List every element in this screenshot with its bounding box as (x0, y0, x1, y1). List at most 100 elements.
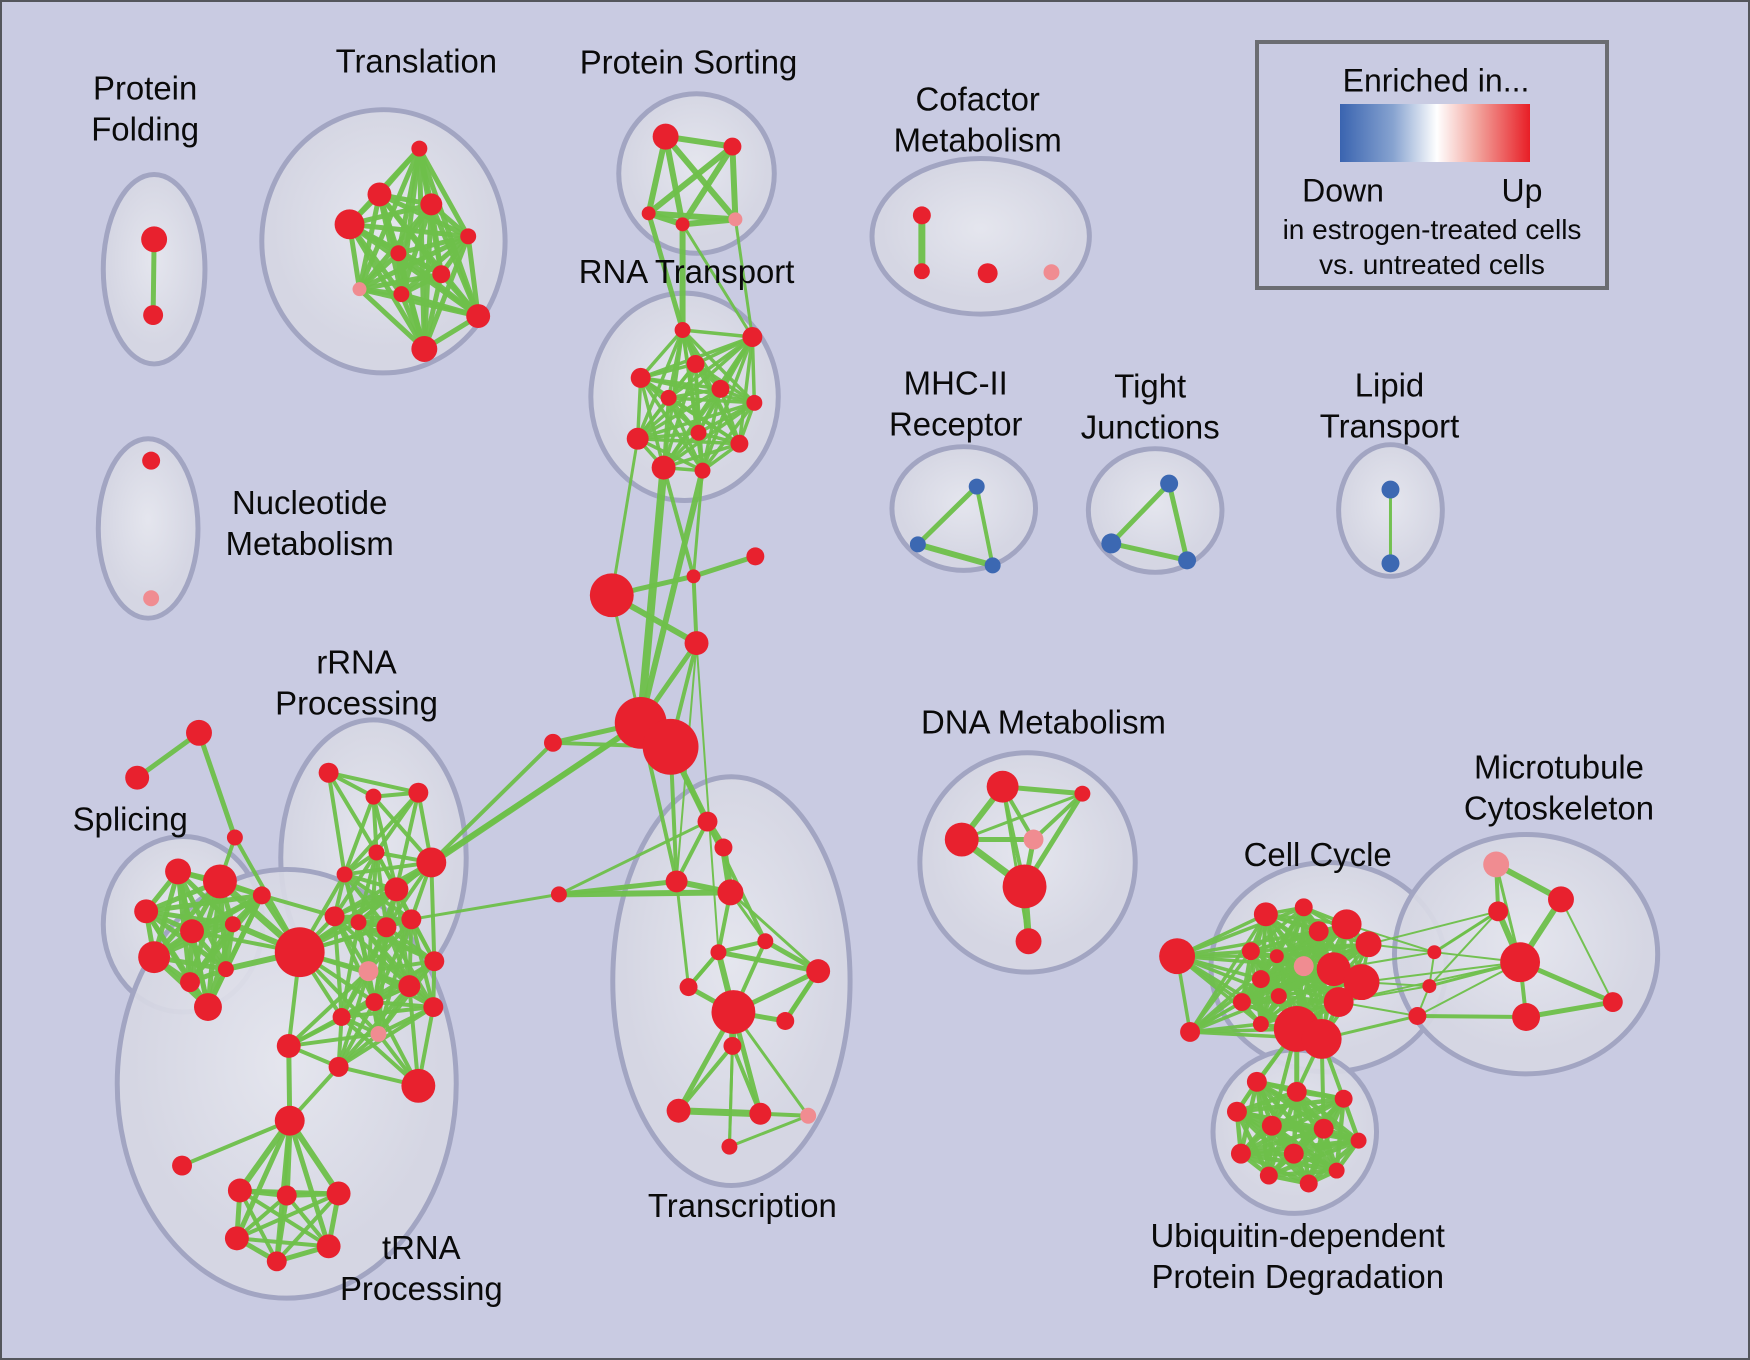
cluster-label-mhc2: Receptor (889, 405, 1023, 442)
edge (1367, 910, 1500, 946)
edge (1266, 1138, 1361, 1178)
gene-set-node-rrna-1 (318, 762, 339, 783)
cluster-label-ubiquitin: Protein Degradation (1151, 1258, 1444, 1295)
gene-set-node-ubiquitin-0 (1246, 1071, 1267, 1092)
edge (610, 437, 640, 597)
cluster-label-protein_folding: Folding (91, 110, 199, 147)
gene-set-node-cell_cycle-2 (1253, 902, 1278, 927)
gene-set-node-splicing-6 (180, 972, 200, 993)
gene-set-node-rrna-20 (328, 1056, 349, 1077)
edge (1108, 540, 1190, 563)
gene-set-node-connectors-2 (746, 547, 765, 566)
edge (729, 143, 739, 223)
cluster-label-rrna: Processing (275, 685, 438, 722)
gene-set-node-cell_cycle-4 (1308, 921, 1329, 942)
legend-subtitle-line2: vs. untreated cells (1319, 249, 1545, 280)
edge (332, 914, 377, 1005)
edge (366, 917, 414, 974)
cluster-label-tight_junctions: Junctions (1081, 408, 1220, 445)
cluster-label-cofactor: Cofactor (916, 80, 1040, 117)
edge (372, 917, 414, 1005)
gene-set-node-transcription-9 (776, 1012, 795, 1030)
edge (661, 465, 696, 579)
gene-set-node-dna_metabolism-1 (1074, 785, 1091, 802)
cluster-ellipse-nucleotide (95, 436, 201, 621)
cluster-label-cell_cycle: Cell Cycle (1244, 836, 1392, 873)
edge (1238, 1126, 1326, 1156)
edge (357, 250, 401, 292)
gene-set-node-ubiquitin-4 (1261, 1115, 1282, 1136)
cluster-label-protein_sorting: Protein Sorting (580, 44, 798, 81)
gene-set-node-transcription-11 (723, 1036, 742, 1055)
edge (326, 770, 379, 855)
edge (1360, 961, 1522, 984)
gene-set-node-rrna-11 (401, 909, 422, 930)
edge (1332, 951, 1436, 971)
gene-set-node-rna_transport-8 (626, 427, 649, 450)
edge (1306, 1138, 1361, 1186)
edge (366, 959, 437, 974)
gene-set-node-rna_transport-3 (630, 367, 651, 388)
edge (681, 222, 754, 339)
cluster-label-transcription: Transcription (648, 1187, 837, 1224)
cluster-label-tight_junctions: Tight (1114, 368, 1186, 405)
gene-set-node-translation-2 (420, 193, 443, 216)
edge (326, 770, 347, 877)
edge (326, 770, 421, 795)
legend-down-label: Down (1302, 172, 1384, 209)
gene-set-node-rna_transport-7 (690, 424, 707, 441)
gene-set-node-connectors-6 (543, 733, 562, 752)
edge (428, 201, 481, 319)
gene-set-node-nucleotide-1 (143, 590, 160, 607)
cluster-label-mhc2: MHC-II (904, 365, 1008, 402)
gene-set-node-trna-1 (172, 1155, 193, 1176)
gene-set-node-ubiquitin-1 (1286, 1081, 1307, 1102)
edge (645, 143, 736, 217)
gene-set-node-rna_transport-5 (711, 379, 730, 398)
edge (645, 133, 669, 217)
edge (398, 233, 471, 297)
edge (286, 1031, 381, 1048)
gene-set-node-translation-3 (334, 209, 365, 240)
gene-set-node-translation-1 (367, 182, 392, 207)
gene-set-node-cell_cycle-13 (1270, 988, 1287, 1005)
edge (914, 541, 996, 569)
gene-set-node-transcription-0 (697, 811, 718, 832)
edge (727, 1114, 810, 1149)
gene-set-node-rrna-8 (324, 906, 345, 927)
gene-set-node-translation-10 (411, 336, 438, 362)
gene-set-node-microtubule-7 (1422, 979, 1437, 994)
edge (1433, 910, 1500, 954)
gene-set-node-microtubule-3 (1500, 942, 1541, 983)
gene-set-node-mhc2-0 (968, 478, 985, 495)
edge (336, 1000, 377, 1069)
gene-set-node-rrna-6 (384, 877, 409, 902)
gene-set-node-rrna-9 (350, 914, 367, 931)
cluster-label-lipid_transport: Lipid (1355, 367, 1425, 404)
gene-set-node-splicing-1 (202, 864, 237, 899)
gene-set-node-rna_transport-9 (730, 434, 749, 453)
gene-set-node-ubiquitin-11 (1299, 1174, 1318, 1193)
gene-set-node-translation-9 (466, 304, 491, 329)
gene-set-node-cell_cycle-18 (1301, 1019, 1342, 1059)
gene-set-node-transcription-7 (806, 959, 831, 984)
cluster-label-nucleotide: Nucleotide (232, 484, 387, 521)
edge (1108, 481, 1172, 546)
gene-set-node-splicing-7 (217, 961, 234, 978)
legend-title: Enriched in... (1342, 62, 1530, 99)
gene-set-node-tight_junctions-1 (1101, 533, 1122, 554)
gene-set-node-cell_cycle-6 (1355, 931, 1382, 958)
edge (339, 1015, 421, 1088)
cluster-label-rrna: rRNA (316, 644, 396, 681)
edge (695, 642, 720, 954)
edge (662, 133, 739, 223)
gene-set-node-microtubule-0 (1483, 851, 1510, 878)
edge (637, 467, 706, 726)
gene-set-node-cell_cycle-14 (1232, 993, 1251, 1012)
edge (715, 949, 821, 974)
edge (646, 210, 686, 333)
cluster-label-protein_folding: Protein (93, 69, 197, 106)
gene-set-node-rrna-19 (276, 1033, 301, 1058)
cluster-label-trna: tRNA (382, 1229, 461, 1266)
gene-set-node-microtubule-1 (1548, 886, 1574, 913)
